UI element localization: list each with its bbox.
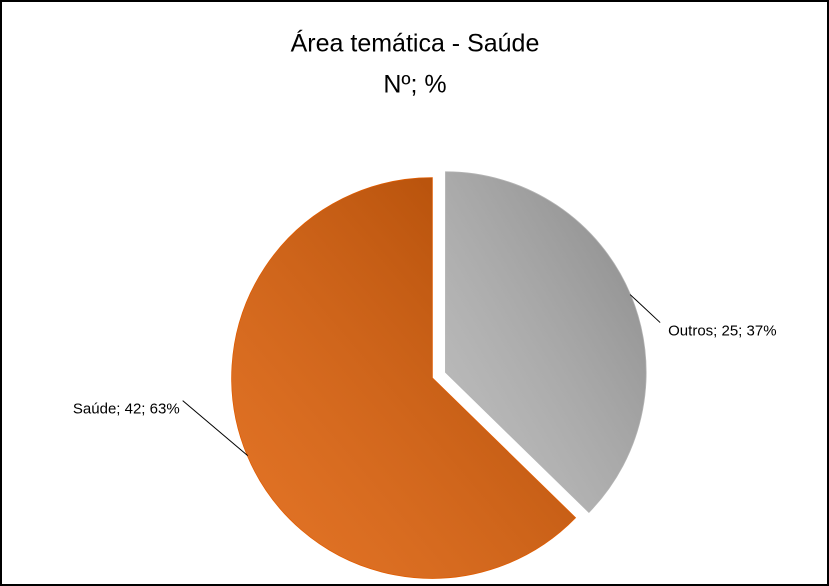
data-label: Outros; 25; 37% (668, 323, 776, 340)
slice-shade (232, 177, 576, 578)
chart-subtitle: Nº; % (383, 71, 446, 99)
slice-shade (445, 172, 646, 512)
data-label: Saúde; 42; 63% (73, 401, 180, 418)
chart-title: Área temática - Saúde (291, 29, 540, 58)
leader-line (629, 294, 661, 323)
leader-line (182, 400, 248, 457)
